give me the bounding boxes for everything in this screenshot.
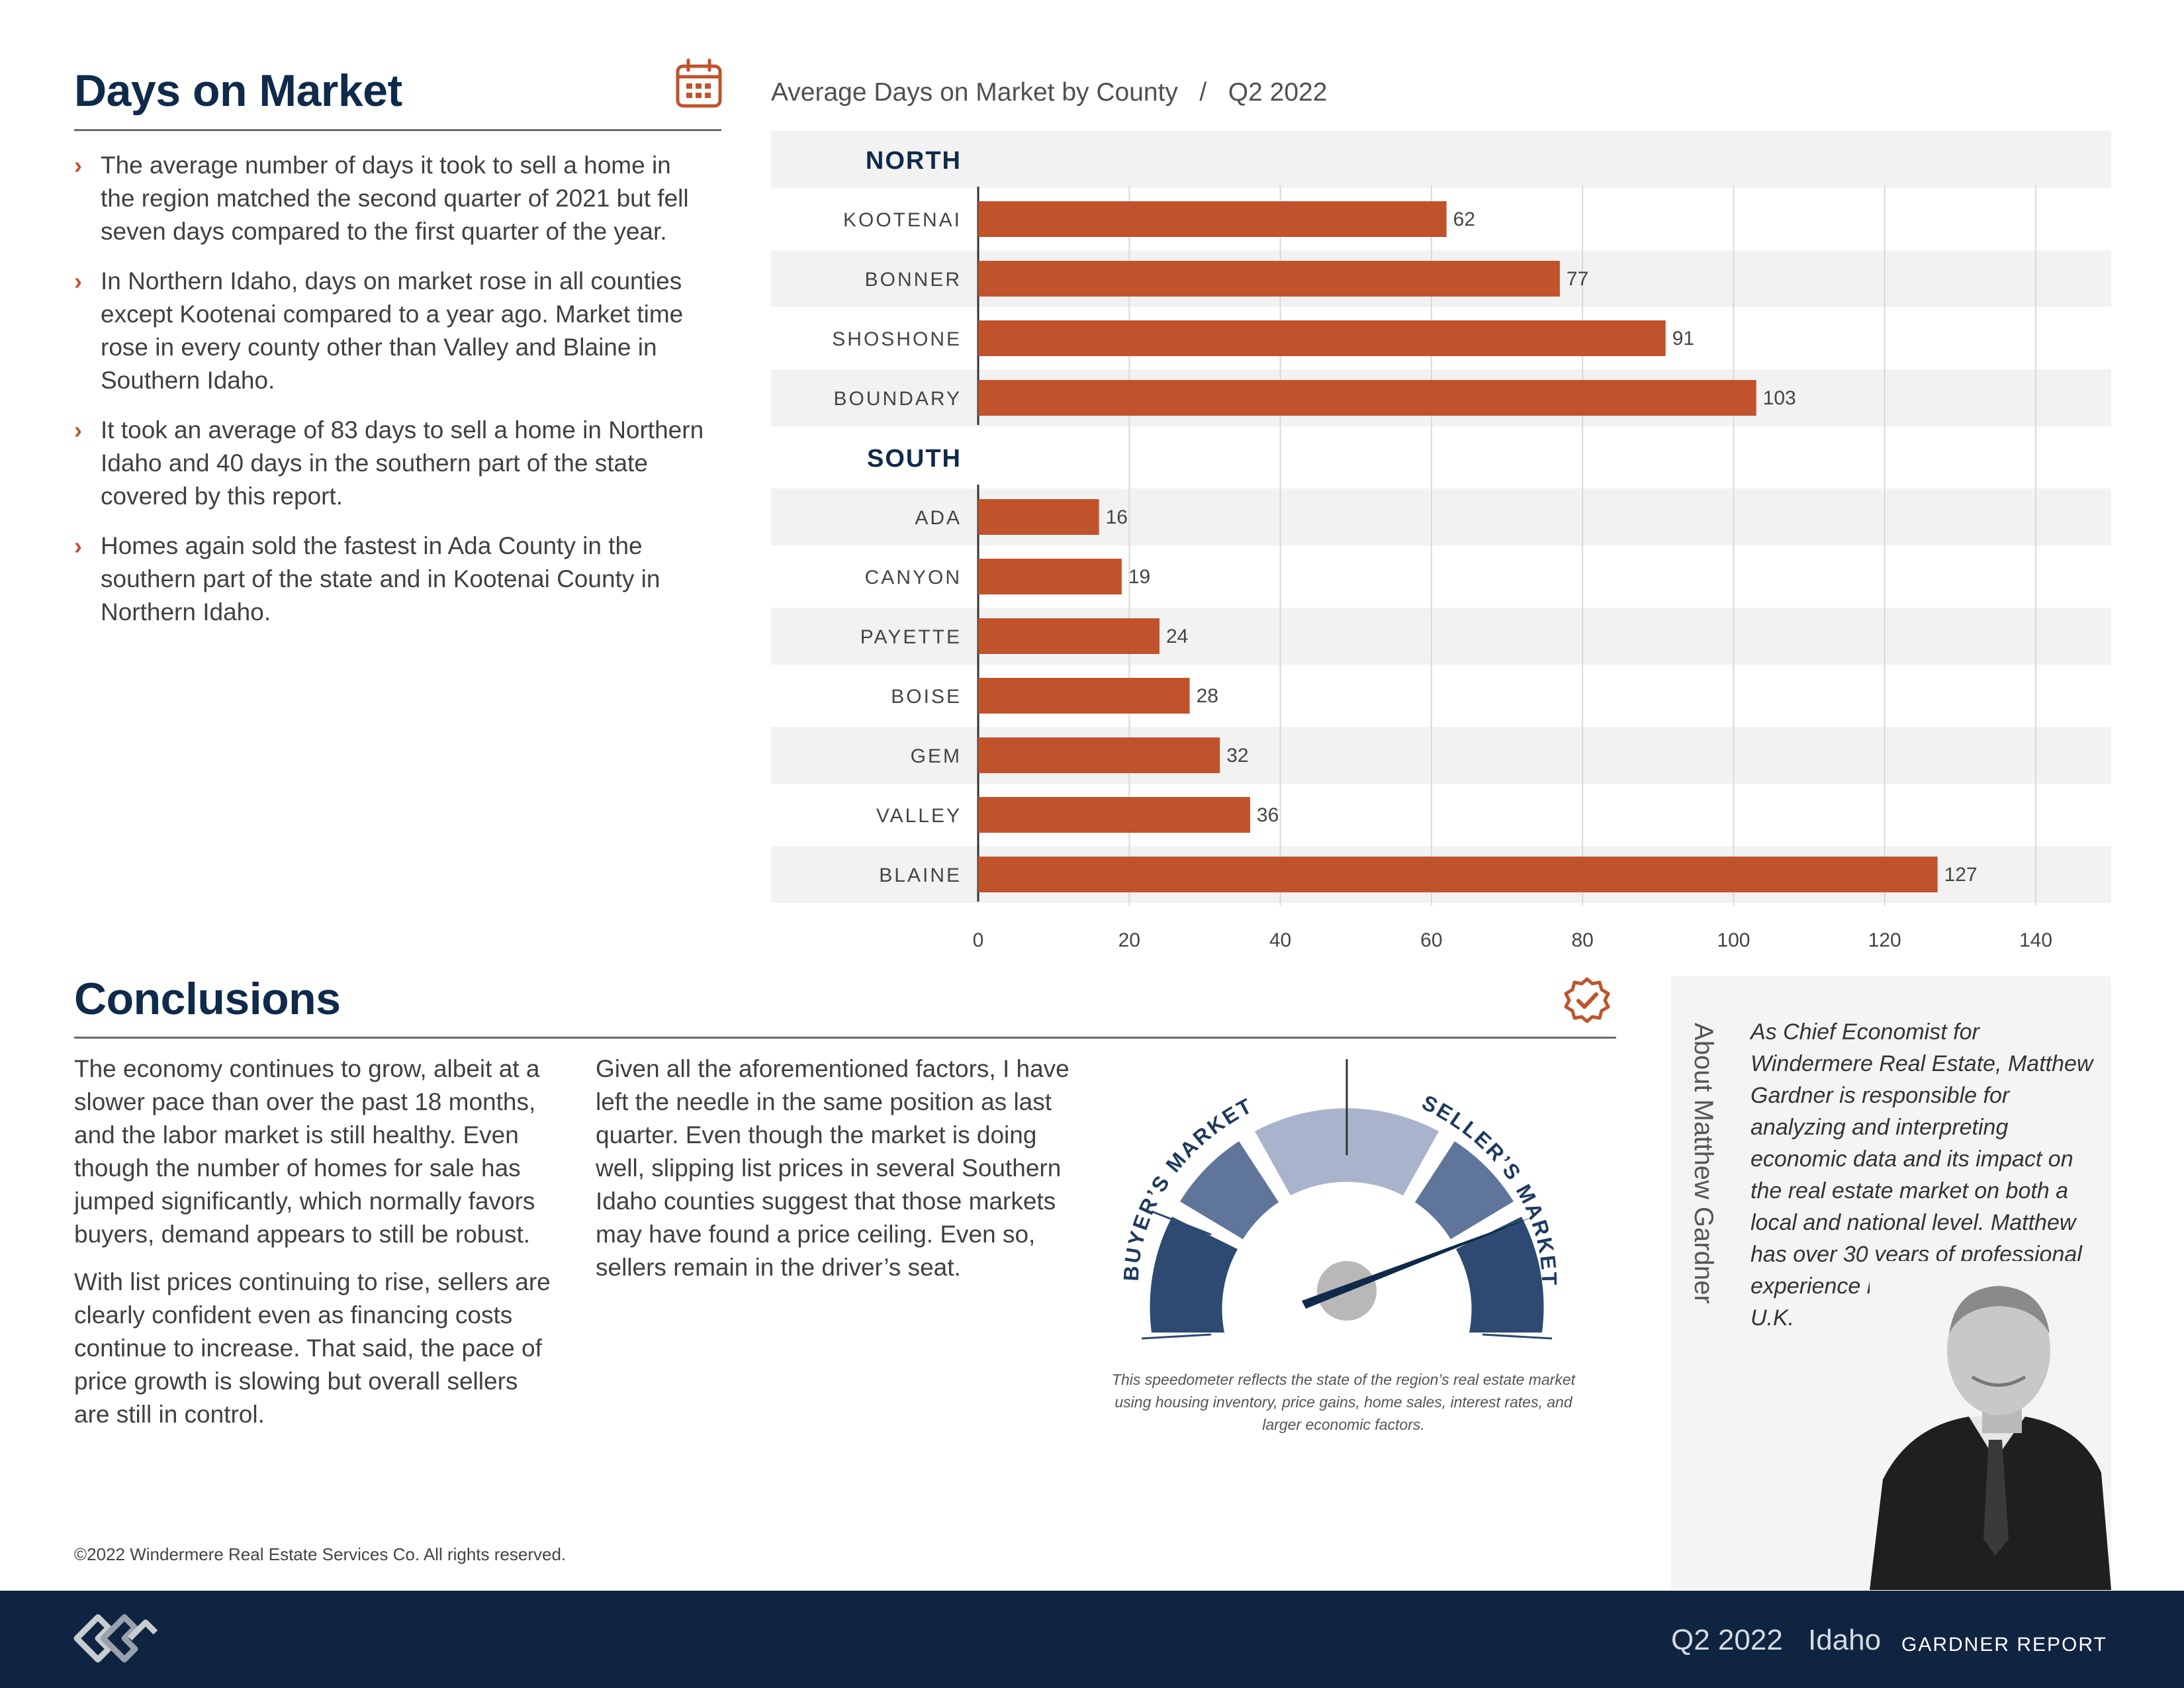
footer-bar [0,1591,2184,1688]
chart-value-label: 19 [1128,566,1150,588]
copyright-text: ©2022 Windermere Real Estate Services Co… [74,1544,567,1564]
chart-category-label: PAYETTE [860,626,962,648]
chart-category-label: SHOSHONE [832,328,962,350]
footer-quarter: Q2 2022 [1671,1624,1783,1656]
gauge-segment-sellers [1415,1141,1514,1239]
gauge-segment-buyers [1180,1141,1279,1239]
chart-group-label: SOUTH [867,445,962,473]
chart-bar [978,797,1250,833]
chart-category-label: CANYON [865,567,962,588]
bullet-text: The average number of days it took to se… [101,152,689,245]
bullet-text: In Northern Idaho, days on market rose i… [101,267,684,394]
bullet-item: › Homes again sold the fastest in Ada Cou… [74,532,660,626]
conclusions-paragraph: With list prices continuing to rise, sel… [74,1268,551,1428]
chart-title: Average Days on Market by County / Q2 20… [771,78,1328,107]
chart-row-band [771,727,2111,784]
chart-value-label: 32 [1226,745,1248,767]
chart-bar [978,559,1122,594]
chart-tick-label: 0 [973,929,984,951]
chart-value-label: 91 [1672,328,1694,350]
chart-category-label: GEM [911,745,962,767]
chart-tick-label: 20 [1118,929,1140,951]
conclusions-col-2: Given all the aforementioned factors, I … [596,1053,1079,1299]
footer-state: Idaho [1808,1624,1882,1656]
calendar-icon [675,58,723,109]
market-speedometer: BUYER’S MARKET SELLER’S MARKET [1119,1059,1559,1340]
chart-value-label: 103 [1763,387,1796,409]
conclusions-paragraph: Given all the aforementioned factors, I … [596,1055,1069,1281]
chart-tick-label: 80 [1571,929,1593,951]
chart-bar [978,857,1938,892]
chart-value-label: 36 [1257,804,1279,826]
chart-value-label: 77 [1567,268,1588,290]
chart-value-label: 28 [1197,685,1218,707]
page-title: Days on Market [74,66,402,116]
conclusions-title: Conclusions [74,974,341,1024]
chart-category-label: BLAINE [879,865,962,886]
chart-group-label: NORTH [866,147,962,175]
chart-row-band [771,608,2111,665]
gauge-segment-buyers-strong [1150,1217,1238,1333]
chart-category-label: BOUNDARY [834,388,962,410]
chart-bar [978,320,1666,356]
chart-tick-label: 40 [1269,929,1291,951]
chart-category-label: BOISE [891,686,962,708]
chart-tick-label: 120 [1868,929,1901,951]
bullet-text: It took an average of 83 days to sell a … [101,416,704,510]
chart-bar [978,678,1190,714]
chart-row-band [771,489,2111,545]
check-badge-icon [1563,976,1611,1024]
chart-value-label: 62 [1453,209,1475,230]
chart-category-label: ADA [915,507,962,529]
chart-category-label: BONNER [865,269,962,291]
gauge-needle [1302,1215,1539,1309]
conclusions-col-1: The economy continues to grow, albeit at… [74,1053,551,1446]
bullet-list: › The average number of days it took to s… [74,149,709,645]
chart-category-label: VALLEY [876,805,962,827]
conclusions-paragraph: The economy continues to grow, albeit at… [74,1055,540,1248]
chart-value-label: 24 [1166,626,1188,647]
chart-value-label: 127 [1944,864,1978,886]
conclusions-divider [74,1037,1616,1039]
bullet-item: › In Northern Idaho, days on market rose … [74,267,684,394]
chart-bar [978,499,1099,535]
chart-tick-label: 60 [1420,929,1442,951]
chart-row-band [771,131,2111,188]
bullet-text: Homes again sold the fastest in Ada Coun… [101,532,660,626]
bullet-item: › It took an average of 83 days to sell a… [74,416,704,510]
chart-value-label: 16 [1106,506,1128,528]
chart-category-label: KOOTENAI [843,209,962,231]
chart-bar [978,380,1756,416]
about-heading: About Matthew Gardner [1689,1023,1718,1304]
chart-bar [978,737,1220,773]
gauge-caption: This speedometer reflects the state of t… [1111,1371,1576,1433]
chart-bar [978,261,1560,297]
windermere-logo-icon [73,1614,158,1663]
portrait-photo [1870,1261,2111,1590]
chart-bar [978,618,1160,654]
bar-chart: NORTH KOOTENAI 62 BONNER 77 SHOSHONE 91 BOUNDAR… [771,131,2111,951]
chart-tick-label: 100 [1717,929,1750,951]
bullet-item: › The average number of days it took to s… [74,152,689,245]
chart-tick-label: 140 [2019,929,2052,951]
title-divider [74,129,721,131]
chart-bar [978,201,1447,237]
gauge-segment-sellers-strong [1456,1217,1544,1333]
footer-report-name: GARDNER REPORT [1901,1634,2107,1656]
